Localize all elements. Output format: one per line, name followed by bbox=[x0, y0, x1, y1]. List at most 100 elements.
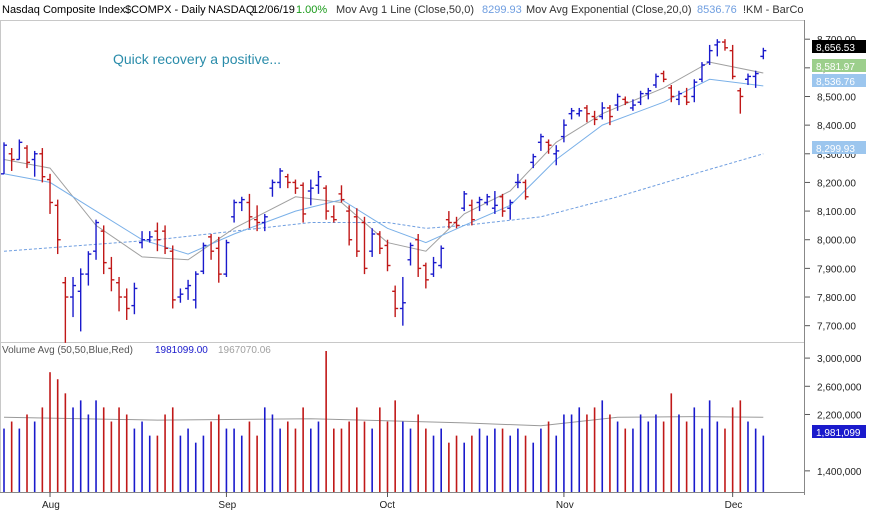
ohlc-bar bbox=[139, 231, 146, 249]
month-label: Sep bbox=[218, 500, 236, 511]
chart-header: Nasdaq Composite Index $COMPX - Daily NA… bbox=[2, 4, 804, 16]
ohlc-bar bbox=[47, 173, 54, 214]
volume-label: Volume Avg (50,50,Blue,Red) bbox=[2, 345, 133, 356]
ohlc-bar bbox=[752, 70, 759, 88]
ohlc-bar bbox=[384, 239, 391, 272]
ohlc-bar bbox=[1, 142, 7, 175]
ohlc-bar bbox=[238, 196, 245, 212]
price-tick-label: 7,700.00 bbox=[817, 322, 856, 333]
ohlc-bar bbox=[353, 208, 360, 257]
volume-tag-last: 1,981,099 bbox=[812, 425, 866, 439]
ohlc-bar bbox=[706, 44, 713, 65]
ohlc-bar bbox=[560, 119, 567, 143]
price-tag-ema-bg bbox=[812, 59, 866, 72]
ma2-label: Mov Avg Exponential (Close,20,0) bbox=[526, 4, 692, 16]
ohlc-bar bbox=[108, 256, 115, 292]
ohlc-bar bbox=[261, 213, 268, 232]
ohlc-bar bbox=[85, 251, 92, 286]
ohlc-bar bbox=[430, 256, 437, 277]
ohlc-bar bbox=[346, 205, 353, 246]
ohlc-bar bbox=[254, 205, 261, 232]
ohlc-bar bbox=[453, 216, 460, 229]
ohlc-bar bbox=[185, 279, 192, 300]
ohlc-bar bbox=[591, 110, 598, 126]
ohlc-bar bbox=[422, 262, 429, 289]
ohlc-bar bbox=[246, 193, 253, 229]
ohlc-bar bbox=[100, 225, 107, 275]
ohlc-bar bbox=[399, 276, 406, 326]
volume-tick-label: 2,200,000 bbox=[817, 410, 862, 421]
price-tag-ema2: 8,536.76 bbox=[812, 74, 866, 88]
ohlc-bar bbox=[698, 62, 705, 83]
volume-value-1: 1981099.00 bbox=[155, 345, 208, 356]
ohlc-bar bbox=[323, 185, 330, 220]
ohlc-bar bbox=[737, 87, 744, 114]
ohlc-bar bbox=[468, 199, 475, 226]
ohlc-bar bbox=[545, 139, 552, 154]
change-label: 1.00% bbox=[296, 4, 327, 16]
ohlc-bar bbox=[208, 234, 215, 260]
ohlc-bar bbox=[269, 179, 276, 197]
ohlc-bar bbox=[683, 87, 690, 106]
index-name: Nasdaq Composite Index bbox=[2, 4, 126, 16]
ohlc-bar bbox=[445, 211, 452, 229]
ohlc-bar bbox=[576, 107, 583, 117]
ohlc-bar bbox=[70, 276, 77, 318]
price-tag-sma-text: 8,299.93 bbox=[816, 144, 855, 155]
ohlc-bar bbox=[162, 225, 169, 255]
ohlc-bar bbox=[200, 242, 207, 275]
ohlc-bar bbox=[146, 231, 153, 243]
ma1-label: Mov Avg 1 Line (Close,50,0) bbox=[336, 4, 474, 16]
price-tag-sma: 8,299.93 bbox=[812, 141, 866, 155]
ohlc-bar bbox=[177, 288, 184, 303]
ohlc-bar bbox=[277, 168, 284, 189]
ohlc-bar bbox=[537, 133, 544, 151]
month-label: Nov bbox=[556, 500, 574, 511]
ohlc-bar bbox=[553, 145, 560, 166]
ohlc-bar bbox=[31, 150, 38, 177]
ohlc-bar bbox=[62, 276, 69, 343]
ohlc-bar bbox=[714, 39, 721, 57]
ohlc-bar bbox=[675, 90, 682, 106]
price-tick-label: 7,800.00 bbox=[817, 293, 856, 304]
ohlc-bar bbox=[154, 222, 161, 252]
ema-thin-line bbox=[3, 61, 764, 261]
exchange-label: NASDAQ bbox=[208, 4, 255, 16]
ohlc-bar bbox=[599, 102, 606, 120]
date-label: 12/06/19 bbox=[252, 4, 295, 16]
price-tick-label: 8,200.00 bbox=[817, 178, 856, 189]
symbol-label: $COMPX - Daily bbox=[125, 4, 206, 16]
ohlc-bar bbox=[330, 205, 337, 223]
ohlc-bar bbox=[307, 179, 314, 206]
volume-tag-text: 1,981,099 bbox=[816, 428, 861, 439]
ohlc-bar bbox=[645, 87, 652, 100]
ohlc-bar bbox=[215, 236, 222, 283]
volume-tick-label: 1,400,000 bbox=[817, 467, 862, 478]
ohlc-bar bbox=[583, 105, 590, 123]
ohlc-bar bbox=[606, 105, 613, 126]
volume-average-line bbox=[3, 416, 764, 427]
ohlc-bar bbox=[729, 44, 736, 80]
volume-axis: 3,000,000 2,600,000 2,200,000 1,400,000 bbox=[805, 354, 862, 478]
ohlc-bar bbox=[93, 219, 100, 260]
ohlc-bar bbox=[530, 153, 537, 169]
ohlc-bar bbox=[24, 145, 31, 169]
ohlc-bar bbox=[461, 191, 468, 212]
ohlc-bar bbox=[637, 90, 644, 106]
ohlc-bar bbox=[392, 285, 399, 318]
ohlc-bar bbox=[476, 196, 483, 212]
ohlc-bar bbox=[77, 268, 84, 332]
annotation-text: Quick recovery a positive... bbox=[113, 51, 281, 67]
ohlc-bar bbox=[284, 173, 291, 189]
ohlc-bar bbox=[484, 193, 491, 206]
ohlc-bars bbox=[1, 39, 767, 343]
ohlc-bar bbox=[691, 79, 698, 103]
ohlc-bar bbox=[438, 245, 445, 269]
ohlc-bar bbox=[223, 239, 230, 277]
ohlc-bar bbox=[231, 199, 238, 223]
ema-20-line bbox=[3, 78, 764, 255]
ohlc-bar bbox=[54, 199, 61, 255]
price-tick-label: 8,100.00 bbox=[817, 207, 856, 218]
ohlc-bar bbox=[491, 191, 498, 214]
